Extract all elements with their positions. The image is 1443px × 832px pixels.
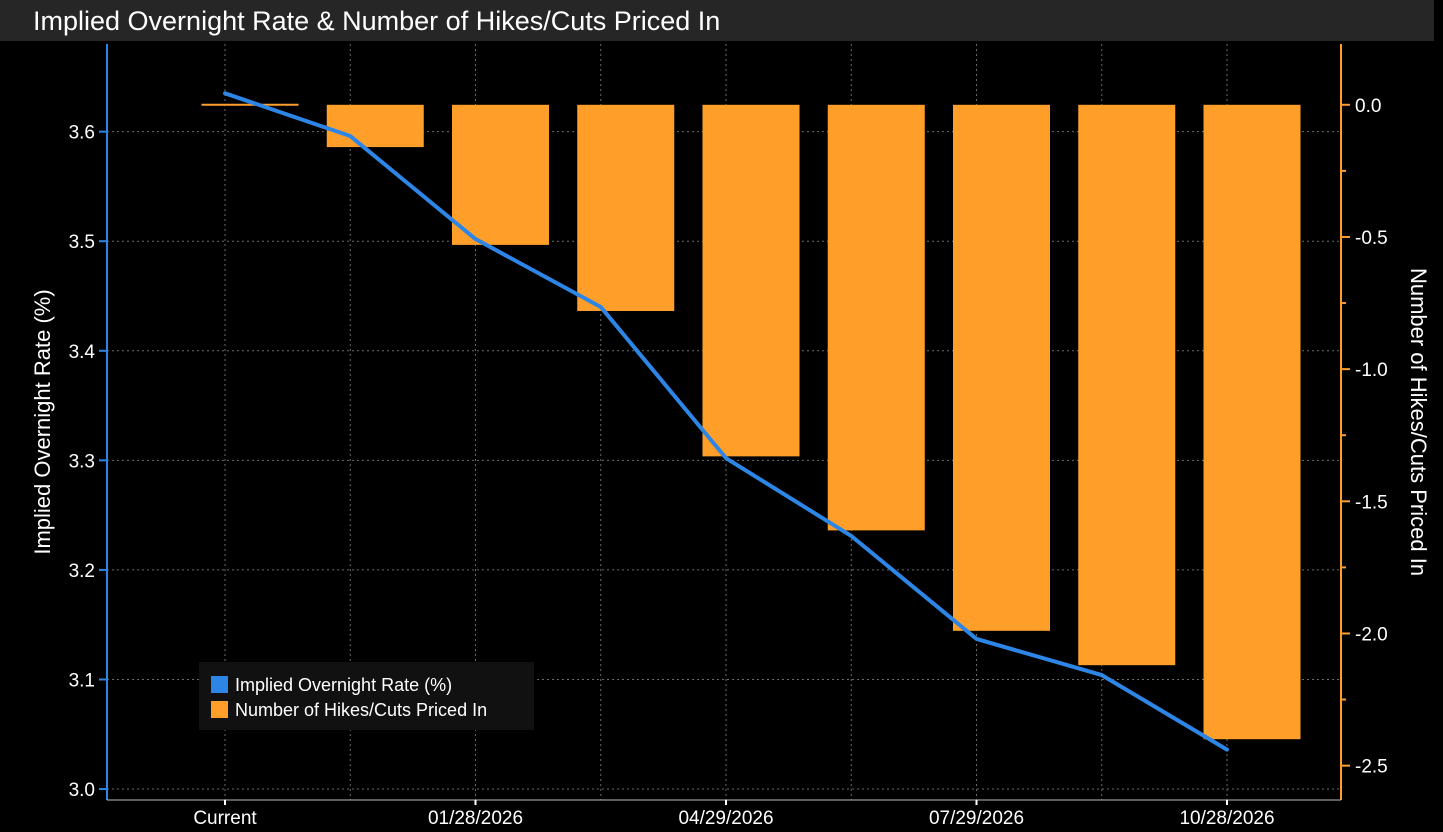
left-tick-label: 3.6 bbox=[69, 123, 95, 144]
legend-entry-label: Number of Hikes/Cuts Priced In bbox=[235, 700, 487, 720]
left-axis-label: Implied Overnight Rate (%) bbox=[30, 289, 55, 554]
x-tick-label: Current bbox=[193, 808, 257, 829]
chart-title: Implied Overnight Rate & Number of Hikes… bbox=[33, 6, 721, 36]
right-tick-label: 0.0 bbox=[1355, 96, 1381, 117]
bar bbox=[953, 104, 1050, 631]
x-tick-label: 01/28/2026 bbox=[428, 808, 523, 829]
title-bar: Implied Overnight Rate & Number of Hikes… bbox=[0, 0, 1434, 41]
left-tick-label: 3.5 bbox=[69, 232, 95, 253]
legend-swatch bbox=[211, 701, 228, 718]
x-tick-label: 07/29/2026 bbox=[929, 808, 1024, 829]
bar bbox=[827, 104, 925, 531]
bar bbox=[1203, 104, 1301, 740]
right-tick-label: -1.0 bbox=[1355, 360, 1388, 381]
right-tick-label: -0.5 bbox=[1355, 228, 1388, 249]
rate-line-series bbox=[223, 91, 1229, 752]
left-tick-label: 3.4 bbox=[69, 342, 96, 363]
right-axis-label: Number of Hikes/Cuts Priced In bbox=[1406, 268, 1431, 576]
right-tick-label: -2.0 bbox=[1355, 624, 1388, 645]
x-tick-label: 04/29/2026 bbox=[678, 808, 773, 829]
legend-swatch bbox=[211, 676, 228, 693]
left-tick-label: 3.0 bbox=[69, 780, 95, 801]
bar bbox=[702, 104, 800, 457]
bar bbox=[326, 104, 424, 148]
left-tick-label: 3.1 bbox=[69, 670, 95, 691]
left-tick-label: 3.3 bbox=[69, 451, 95, 472]
bar bbox=[577, 104, 675, 311]
left-tick-label: 3.2 bbox=[69, 561, 95, 582]
legend-box bbox=[199, 662, 534, 730]
right-tick-label: -2.5 bbox=[1355, 757, 1388, 778]
hikes-cuts-bars bbox=[201, 103, 1301, 740]
bar bbox=[452, 104, 549, 245]
legend-entry-label: Implied Overnight Rate (%) bbox=[235, 675, 452, 695]
legend: Implied Overnight Rate (%) Number of Hike… bbox=[199, 662, 534, 730]
x-tick-label: 10/28/2026 bbox=[1179, 808, 1274, 829]
rate-line bbox=[223, 91, 1229, 752]
right-tick-label: -1.5 bbox=[1355, 492, 1388, 513]
axes: 3.0 3.1 3.2 3.3 3.4 3.5 3.6 Implied Overnight R… bbox=[30, 44, 1431, 829]
bar bbox=[1078, 104, 1176, 666]
